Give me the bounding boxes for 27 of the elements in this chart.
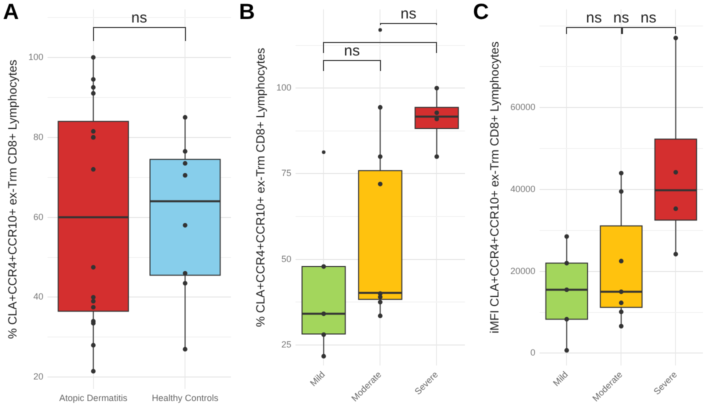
x-tick-label: Atopic Dermatitis: [59, 393, 128, 404]
y-tick-label: 20000: [510, 266, 536, 276]
chart-title: A: [3, 0, 19, 24]
annotation: ns: [613, 10, 630, 27]
y-tick-label: 40000: [510, 184, 536, 194]
annotation: ns: [400, 6, 416, 23]
annotation: ns: [586, 10, 602, 27]
y-tick-label: 50: [281, 254, 292, 264]
y-tick-label: 75: [281, 168, 292, 178]
y-tick-label: 60000: [510, 102, 536, 112]
y-tick-label: 100: [28, 52, 44, 62]
annotation: ns: [131, 10, 148, 27]
annotation: ns: [640, 10, 656, 27]
chart-title: B: [239, 0, 255, 24]
y-tick-label: 20: [33, 372, 44, 382]
x-tick-label: Healthy Controls: [152, 393, 219, 404]
y-axis-title: % CLA+CCR4+CCR10+ ex-Trm CD8+ Lymphocytes: [6, 60, 20, 339]
chart-title: C: [473, 0, 489, 24]
y-axis-title: % CLA+CCR4+CCR10+ ex-Trm CD8+ Lymphocytes: [254, 48, 268, 328]
y-tick-label: 100: [276, 82, 292, 93]
y-tick-label: 80: [33, 132, 44, 142]
y-tick-label: 0: [530, 348, 536, 358]
y-axis-title: iMFI CLA+CCR4+CCR10+ ex-Trm CD8+ Lymphocytes: [488, 42, 502, 334]
annotation: ns: [344, 42, 360, 60]
y-tick-label: 60: [33, 212, 44, 222]
y-tick-label: 40: [33, 292, 44, 302]
y-tick-label: 25: [281, 339, 292, 350]
